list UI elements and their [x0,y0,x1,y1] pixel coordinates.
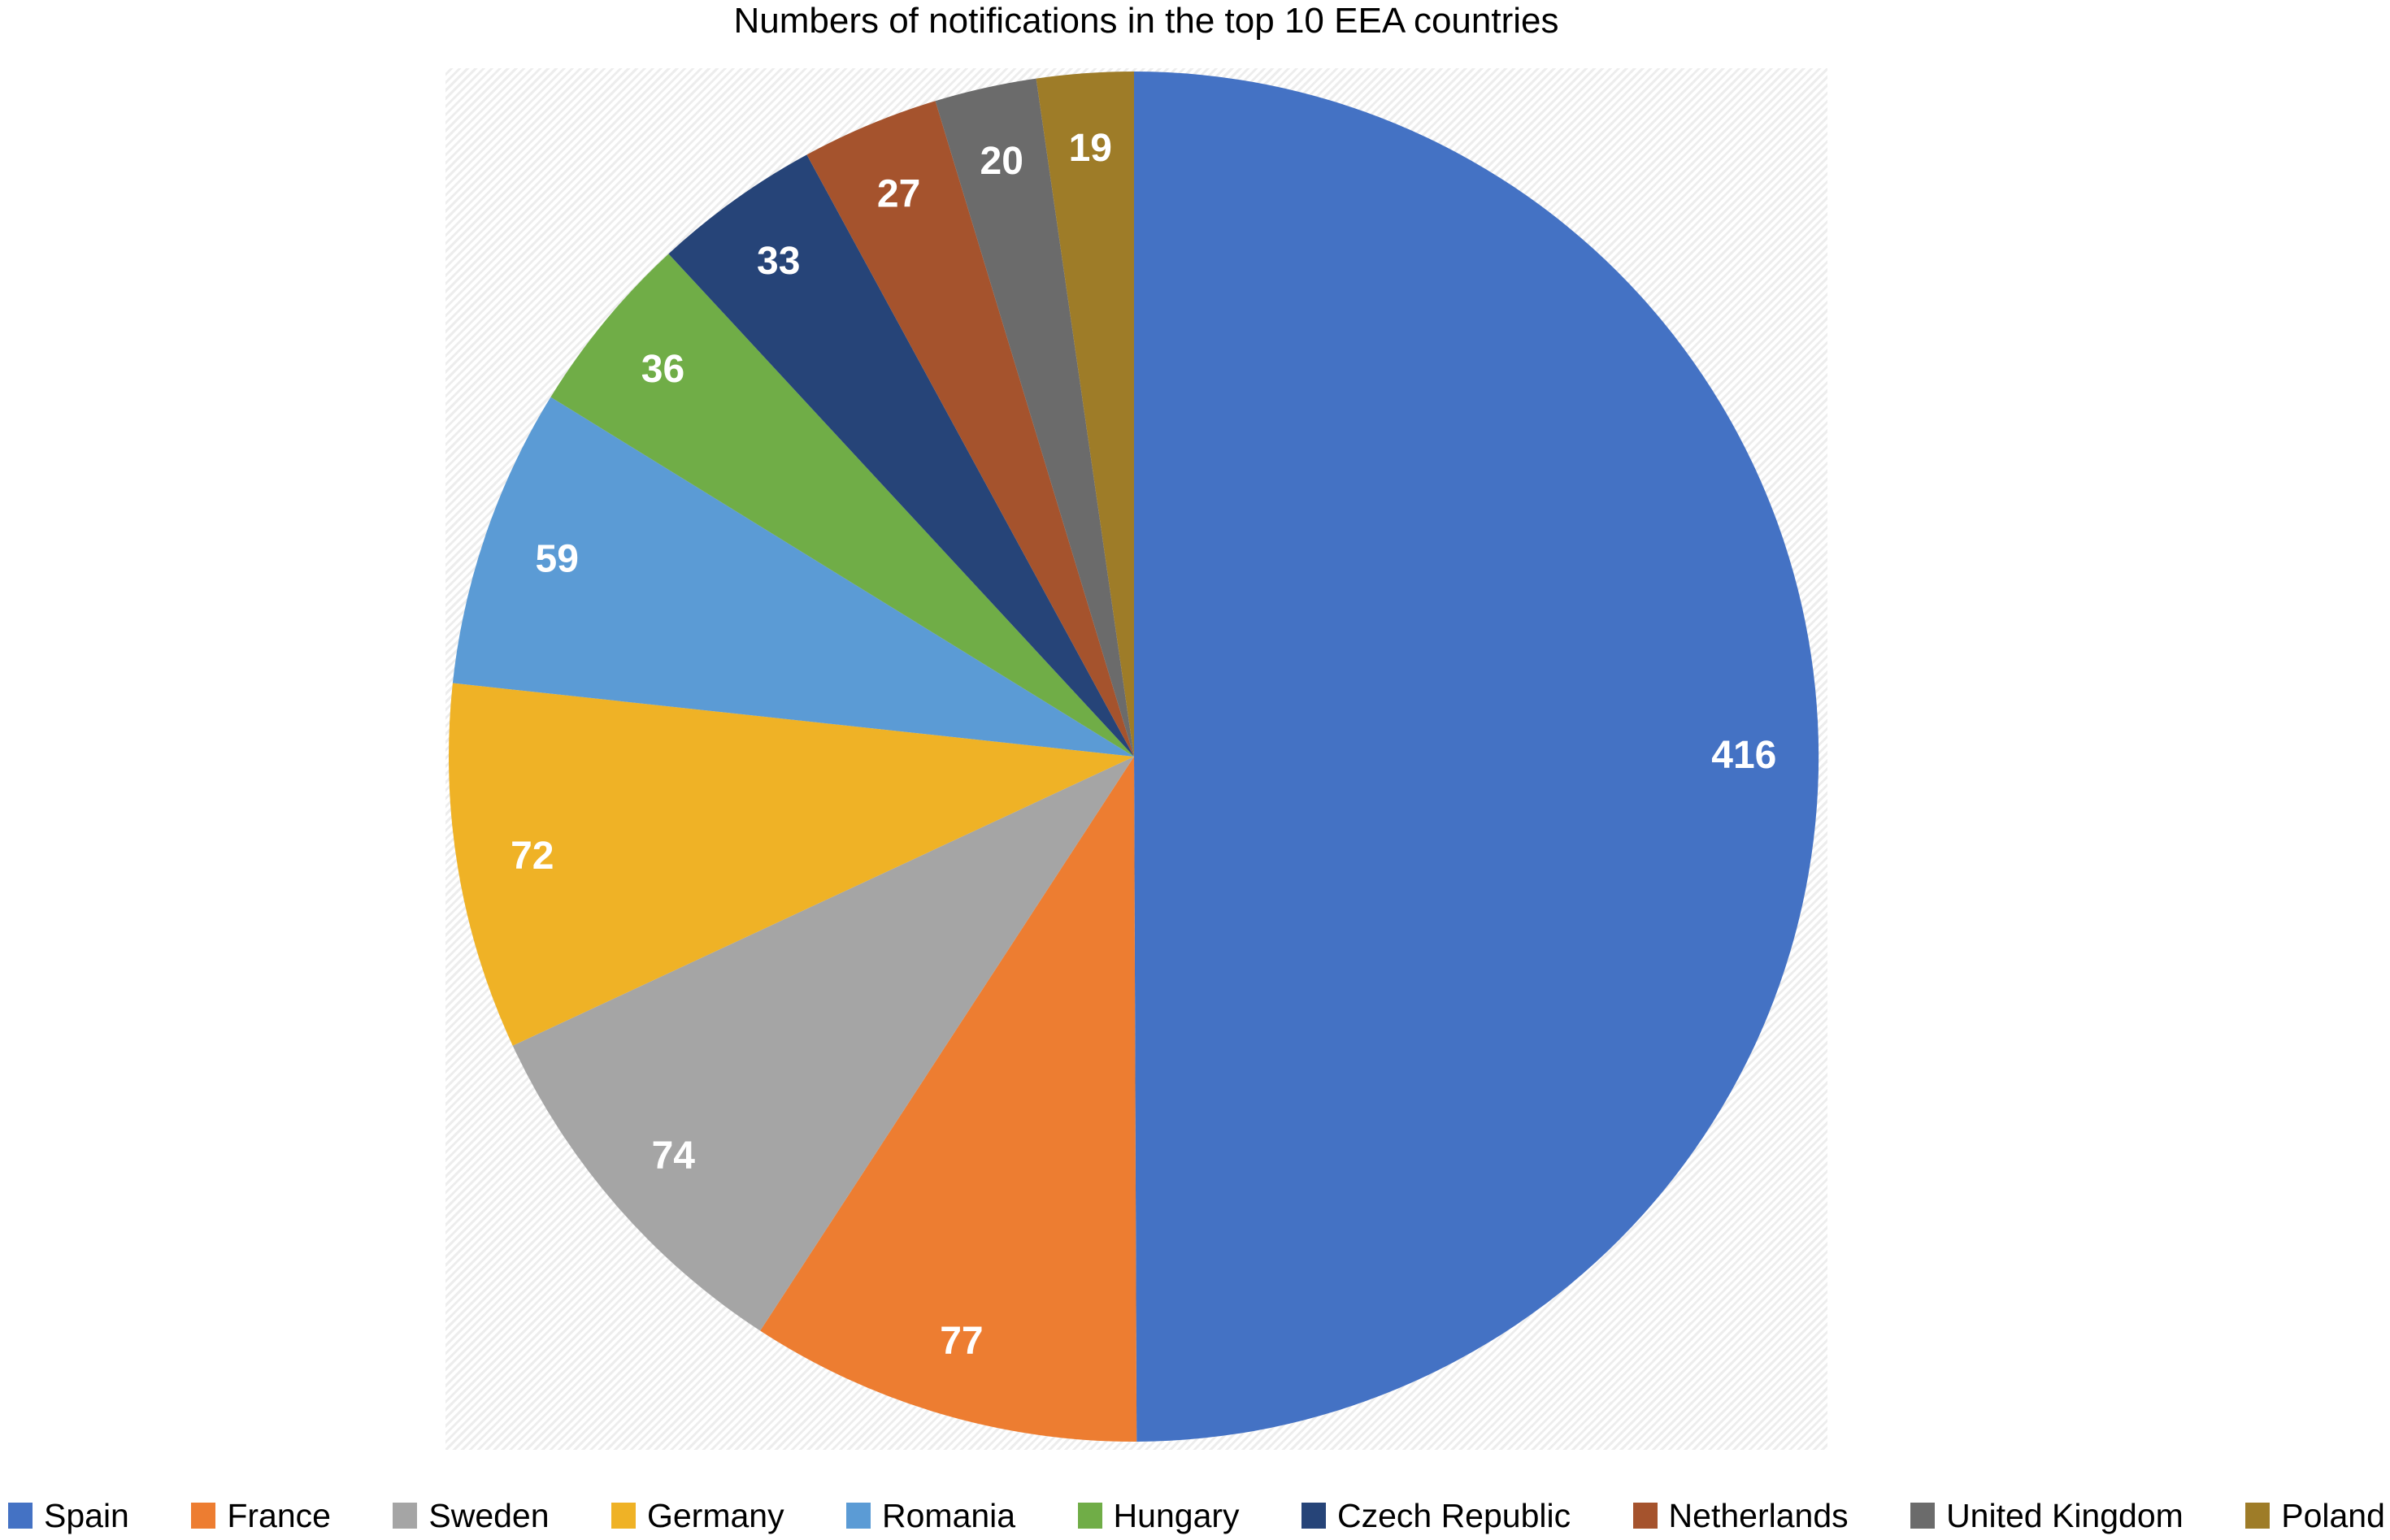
legend-swatch-hungary [1077,1503,1102,1529]
pie-slice-germany [448,683,1134,1046]
legend-item-poland: Poland [2245,1496,2385,1535]
legend-item-germany: Germany [611,1496,784,1535]
legend-item-netherlands: Netherlands [1632,1496,1849,1535]
legend-label-czech-republic: Czech Republic [1336,1497,1571,1534]
data-label-romania: 59 [536,537,579,580]
legend-item-france: France [191,1496,331,1535]
pie-chart: 416 77 74 72 59 36 33 27 20 19 [448,72,1819,1442]
pie-slice-hungary [550,254,1134,757]
legend-label-hungary: Hungary [1113,1497,1240,1534]
legend-swatch-spain [8,1503,33,1529]
legend-label-united-kingdom: United Kingdom [1946,1497,2184,1534]
pie-slice-czech-republic [668,154,1134,757]
data-label-united-kingdom: 20 [980,140,1023,183]
legend-swatch-germany [611,1503,636,1529]
pie-slice-spain [1134,72,1819,1442]
plot-area: 416 77 74 72 59 36 33 27 20 19 [445,68,1827,1450]
legend-swatch-poland [2245,1503,2270,1529]
data-label-sweden: 74 [652,1134,696,1178]
data-label-hungary: 36 [641,348,684,391]
data-label-germany: 72 [511,835,554,878]
legend-label-germany: Germany [646,1497,784,1534]
data-label-spain: 416 [1711,734,1776,777]
legend-item-czech-republic: Czech Republic [1301,1496,1571,1535]
data-label-poland: 19 [1069,127,1112,170]
legend-item-united-kingdom: United Kingdom [1910,1496,2184,1535]
pie-slice-sweden [512,757,1134,1331]
legend-item-hungary: Hungary [1077,1496,1240,1535]
legend-item-romania: Romania [846,1496,1015,1535]
data-label-netherlands: 27 [877,172,920,215]
legend-label-sweden: Sweden [428,1497,550,1534]
legend-label-romania: Romania [882,1497,1016,1534]
chart-title: Numbers of notifications in the top 10 E… [733,1,1559,41]
pie-slice-united-kingdom [935,78,1134,757]
pie-slice-netherlands [806,101,1134,757]
pie-slice-france [760,757,1137,1442]
legend-label-spain: Spain [44,1497,129,1534]
legend-swatch-czech-republic [1301,1503,1326,1529]
legend-item-sweden: Sweden [393,1496,550,1535]
pie-slice-romania [452,397,1134,757]
legend-label-france: France [227,1497,331,1534]
data-label-czech-republic: 33 [757,240,800,283]
legend-swatch-sweden [393,1503,418,1529]
legend-item-spain: Spain [8,1496,129,1535]
legend-swatch-romania [846,1503,871,1529]
legend-swatch-france [191,1503,216,1529]
legend: Spain France Sweden Germany Romania Hungary Cz… [0,1496,2390,1535]
legend-swatch-united-kingdom [1910,1503,1936,1529]
legend-label-poland: Poland [2281,1497,2385,1534]
legend-label-netherlands: Netherlands [1668,1497,1849,1534]
pie-slice-poland [1036,72,1134,757]
data-label-france: 77 [940,1320,983,1363]
legend-swatch-netherlands [1632,1503,1658,1529]
